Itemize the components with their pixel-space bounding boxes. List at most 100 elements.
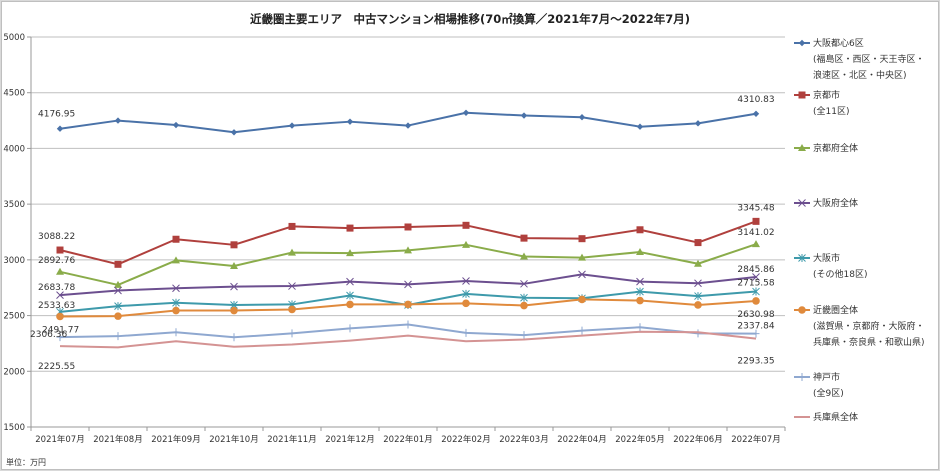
marker-triangle <box>404 246 412 254</box>
marker-diamond <box>56 125 64 132</box>
series-6 <box>56 320 760 342</box>
marker-circle <box>288 305 296 314</box>
legend-item: 大阪都心6区 (福島区・西区・天王寺区・浪速区・北区・中央区) <box>794 37 925 81</box>
series-2 <box>56 240 760 288</box>
x-tick-label: 2022年06月 <box>673 434 722 445</box>
y-tick-label: 3000 <box>3 256 25 266</box>
marker-diamond <box>752 110 760 117</box>
data-label-end: 2845.86 <box>737 265 774 275</box>
marker-square <box>462 221 470 229</box>
x-tick-label: 2021年08月 <box>93 434 142 445</box>
legend-item: 大阪市 (その他18区) <box>794 252 867 280</box>
marker-square <box>520 234 528 242</box>
data-label-end: 3141.02 <box>737 228 774 238</box>
marker-x <box>346 277 354 286</box>
marker-plus <box>404 320 412 329</box>
legend: 大阪都心6区(福島区・西区・天王寺区・浪速区・北区・中央区) 京都市 (全11区) 京… <box>794 37 925 423</box>
marker-diamond <box>114 117 122 124</box>
marker-diamond <box>462 109 470 116</box>
legend-label: 神戸市 <box>813 371 840 383</box>
legend-label: (全11区) <box>813 105 849 117</box>
marker-circle <box>752 297 760 305</box>
marker-square <box>172 235 180 243</box>
marker-square <box>288 222 296 230</box>
data-label-end: 2715.58 <box>737 279 774 289</box>
marker-circle <box>694 301 702 309</box>
series-layer <box>56 109 760 349</box>
marker-star <box>752 287 760 296</box>
marker-square <box>752 217 760 225</box>
x-tick-label: 2021年10月 <box>209 434 258 445</box>
marker-star <box>172 298 180 307</box>
marker-plus <box>288 329 296 338</box>
legend-label: 大阪都心6区 <box>813 37 864 49</box>
marker-triangle <box>346 249 354 257</box>
axes: 1500 2000 2500 3000 3500 4000 4500 5000 2021年07月… <box>3 33 786 445</box>
gridlines <box>31 36 785 428</box>
marker-plus <box>56 333 64 342</box>
marker-diamond <box>346 118 354 125</box>
x-tick-label: 2022年01月 <box>383 434 432 445</box>
legend-label: (その他18区) <box>813 268 867 280</box>
marker-star <box>346 291 354 300</box>
marker-square <box>636 226 644 234</box>
marker-diamond <box>520 112 528 119</box>
legend-label: 京都市 <box>813 89 840 101</box>
x-tick-label: 2021年12月 <box>325 434 374 445</box>
marker-plus <box>346 324 354 333</box>
marker-diamond <box>636 123 644 130</box>
marker-star <box>636 287 644 296</box>
marker-square <box>404 223 412 231</box>
series-1 <box>56 217 760 268</box>
marker-square <box>694 239 702 247</box>
marker-x <box>752 273 760 281</box>
marker-x <box>578 270 586 279</box>
y-tick-label: 4500 <box>3 89 25 99</box>
marker-plus <box>578 326 586 335</box>
marker-x <box>288 282 296 290</box>
x-tick-label: 2022年02月 <box>441 434 490 445</box>
marker-star <box>462 289 470 298</box>
series-0 <box>56 109 760 136</box>
marker-x <box>114 286 122 295</box>
marker-triangle <box>578 253 586 261</box>
marker-x <box>636 277 644 286</box>
legend-item: 兵庫県全体 <box>794 411 858 423</box>
marker-star <box>798 254 806 262</box>
chart-title: 近畿圏主要エリア 中古マンション相場推移(70㎡換算／2021年7月～2022年… <box>249 12 691 26</box>
legend-item: 京都府全体 <box>794 142 858 154</box>
marker-triangle <box>288 248 296 256</box>
marker-triangle <box>694 259 702 267</box>
marker-star <box>520 293 528 302</box>
marker-circle <box>578 295 586 304</box>
marker-triangle <box>114 280 122 288</box>
marker-triangle <box>56 267 64 275</box>
legend-item: 近畿圏全体 (滋賀県・京都府・大阪府・兵庫県・奈良県・和歌山県) <box>794 304 925 348</box>
marker-square <box>346 224 354 232</box>
marker-square <box>114 260 122 268</box>
marker-x <box>172 284 180 293</box>
marker-triangle <box>798 144 806 151</box>
legend-label: (滋賀県・京都府・大阪府・ <box>813 320 925 332</box>
x-tick-label: 2022年07月 <box>731 434 780 445</box>
marker-triangle <box>230 261 238 269</box>
marker-plus <box>230 333 238 342</box>
data-label-end: 2337.84 <box>737 322 774 332</box>
data-label-end: 4310.83 <box>737 95 774 105</box>
marker-square <box>230 241 238 249</box>
marker-circle <box>404 300 412 309</box>
y-tick-label: 4000 <box>3 144 25 154</box>
marker-diamond <box>288 122 296 129</box>
marker-circle <box>230 306 238 315</box>
marker-square <box>798 91 806 99</box>
y-tick-label: 2500 <box>3 312 25 322</box>
data-label-end: 2293.35 <box>737 357 774 367</box>
marker-plus <box>752 329 760 338</box>
x-tick-label: 2021年07月 <box>35 434 84 445</box>
marker-x <box>694 279 702 288</box>
data-label-start: 2306.36 <box>30 330 67 340</box>
marker-plus <box>114 332 122 341</box>
marker-star <box>114 302 122 311</box>
